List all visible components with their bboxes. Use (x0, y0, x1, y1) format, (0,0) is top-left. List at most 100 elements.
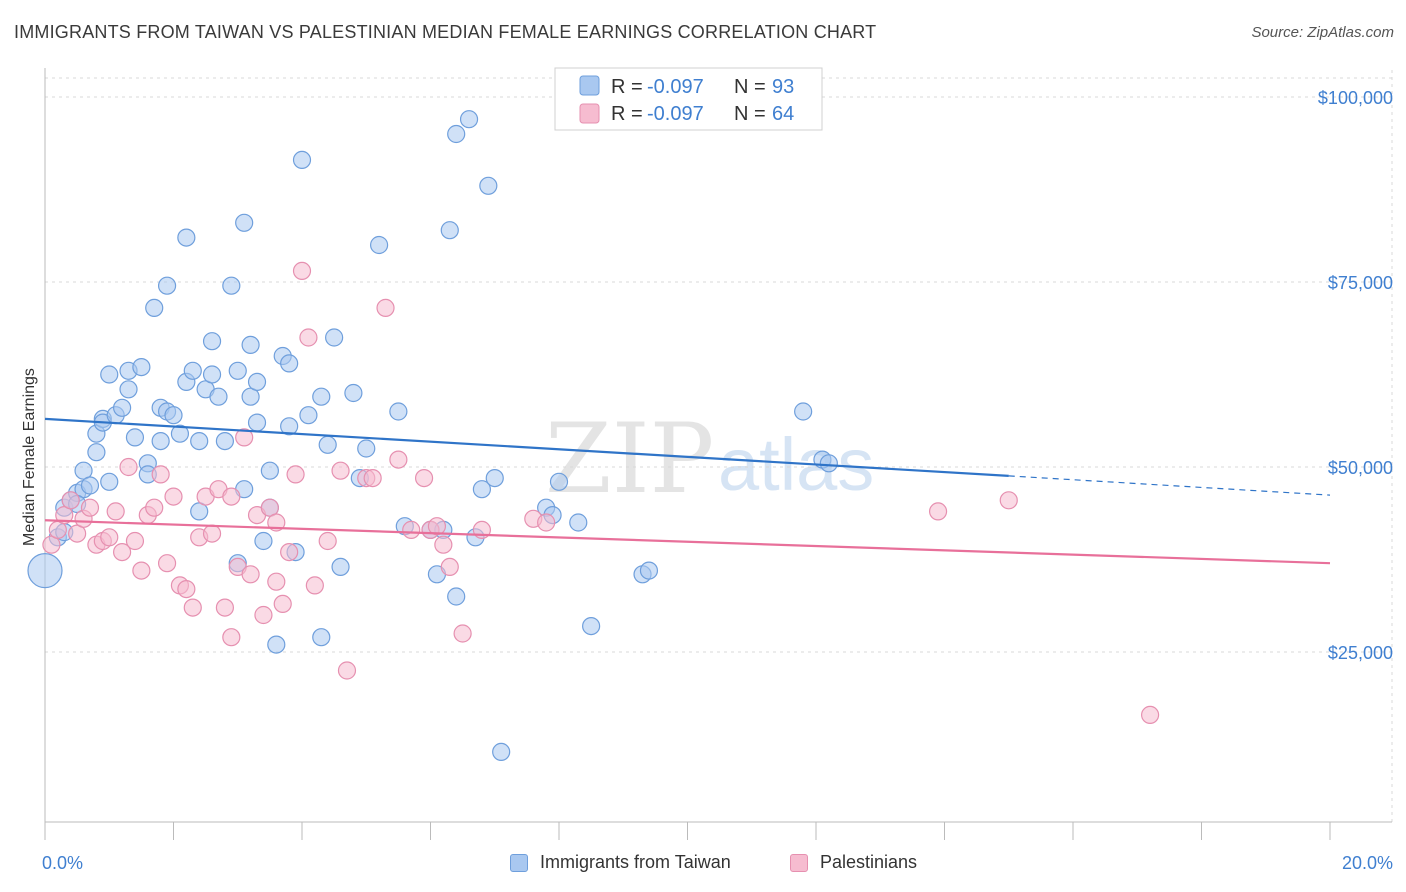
trendline-palestinians (44, 519, 1331, 565)
point-taiwan-25 (157, 276, 177, 295)
point-palestinians-41 (299, 328, 318, 347)
point-palestinians-33 (254, 605, 273, 625)
point-taiwan-47 (247, 372, 267, 391)
legend-swatch-palestinians (790, 853, 808, 872)
point-taiwan-67 (389, 402, 408, 421)
point-taiwan-53 (280, 354, 299, 373)
point-taiwan-28 (170, 424, 190, 443)
data-points (27, 110, 1160, 762)
point-palestinians-27 (215, 598, 234, 617)
point-palestinians-25 (202, 524, 222, 543)
point-palestinians-50 (402, 520, 421, 540)
point-taiwan-18 (125, 428, 145, 447)
stats-box: R = -0.097 N = 93 R = -0.097 N = 64 (554, 67, 823, 131)
point-taiwan-66 (370, 235, 389, 255)
point-taiwan-36 (202, 365, 222, 384)
point-taiwan-65 (357, 439, 376, 458)
point-taiwan-13 (100, 365, 119, 384)
point-taiwan-16 (119, 380, 138, 399)
point-palestinians-38 (280, 542, 299, 562)
legend-item-palestinians[interactable]: Palestinians (790, 852, 917, 873)
point-taiwan-90 (819, 454, 838, 473)
point-taiwan-22 (145, 298, 164, 317)
stats-r-label-palestinians: R = (611, 103, 643, 125)
stats-n-label-palestinians: N = (734, 103, 766, 125)
point-palestinians-22 (183, 598, 202, 617)
point-palestinians-6 (80, 498, 100, 517)
point-taiwan-0 (27, 552, 63, 589)
point-taiwan-32 (190, 432, 209, 451)
point-palestinians-61 (1140, 705, 1160, 725)
point-palestinians-12 (119, 457, 138, 477)
point-taiwan-73 (447, 587, 466, 606)
point-taiwan-54 (280, 417, 299, 436)
point-palestinians-59 (928, 502, 948, 521)
y-tick-label-0: $25,000 (1328, 643, 1393, 663)
trendline-taiwan (44, 417, 1009, 477)
point-taiwan-75 (459, 110, 479, 129)
point-palestinians-39 (286, 465, 305, 484)
point-taiwan-49 (260, 461, 279, 480)
point-palestinians-30 (235, 428, 254, 447)
point-palestinians-21 (177, 579, 196, 599)
point-taiwan-8 (80, 476, 100, 495)
point-taiwan-72 (440, 221, 459, 240)
point-palestinians-48 (376, 298, 395, 317)
legend: Immigrants from Taiwan Palestinians (0, 850, 1406, 880)
point-taiwan-15 (112, 398, 132, 417)
point-palestinians-45 (337, 661, 357, 680)
point-taiwan-61 (325, 328, 344, 347)
point-palestinians-51 (414, 469, 434, 488)
point-palestinians-35 (267, 572, 286, 591)
point-taiwan-35 (202, 332, 222, 351)
point-taiwan-45 (241, 335, 260, 354)
point-palestinians-16 (145, 498, 164, 517)
point-taiwan-80 (492, 742, 511, 762)
point-palestinians-37 (273, 594, 292, 614)
point-taiwan-78 (479, 176, 498, 195)
chart-title: IMMIGRANTS FROM TAIWAN VS PALESTINIAN ME… (14, 22, 877, 42)
source-label: Source: ZipAtlas.com (1251, 24, 1394, 41)
point-taiwan-59 (312, 387, 331, 406)
point-palestinians-14 (132, 561, 151, 580)
point-taiwan-83 (549, 472, 569, 491)
point-taiwan-40 (228, 361, 247, 380)
point-taiwan-74 (447, 124, 466, 144)
point-palestinians-19 (164, 487, 183, 506)
trendline-taiwan-extension (1008, 475, 1331, 496)
point-palestinians-36 (267, 513, 286, 532)
stats-swatch-taiwan (579, 75, 600, 96)
stats-r-value-palestinians: -0.097 (647, 103, 704, 125)
point-taiwan-77 (472, 480, 491, 499)
point-taiwan-92 (100, 472, 119, 491)
point-taiwan-84 (569, 513, 588, 532)
stats-n-label-taiwan: N = (734, 76, 766, 98)
point-taiwan-60 (318, 435, 337, 454)
x-tick-label-0: 0.0% (42, 853, 83, 873)
point-taiwan-42 (235, 213, 254, 232)
point-palestinians-10 (106, 502, 125, 521)
point-palestinians-42 (305, 576, 324, 595)
legend-label-palestinians: Palestinians (820, 852, 918, 872)
point-taiwan-27 (164, 406, 183, 425)
point-palestinians-53 (434, 535, 453, 554)
watermark: ZIP atlas (545, 403, 874, 515)
point-taiwan-23 (151, 432, 170, 451)
point-taiwan-31 (183, 361, 202, 380)
point-palestinians-17 (151, 465, 170, 484)
trend-lines (44, 417, 1331, 565)
point-taiwan-58 (312, 628, 331, 647)
point-taiwan-87 (639, 561, 659, 580)
y-tick-label-2: $75,000 (1328, 273, 1393, 293)
point-taiwan-48 (254, 531, 273, 551)
point-taiwan-63 (344, 383, 363, 403)
point-taiwan-19 (132, 358, 151, 377)
point-palestinians-63 (222, 487, 241, 506)
point-taiwan-85 (582, 616, 601, 636)
watermark-atlas: atlas (718, 423, 874, 506)
stats-r-label-taiwan: R = (611, 76, 643, 98)
point-taiwan-62 (331, 557, 350, 577)
point-taiwan-9 (87, 443, 106, 462)
legend-item-taiwan[interactable]: Immigrants from Taiwan (510, 852, 731, 873)
stats-n-value-taiwan: 93 (772, 76, 794, 98)
